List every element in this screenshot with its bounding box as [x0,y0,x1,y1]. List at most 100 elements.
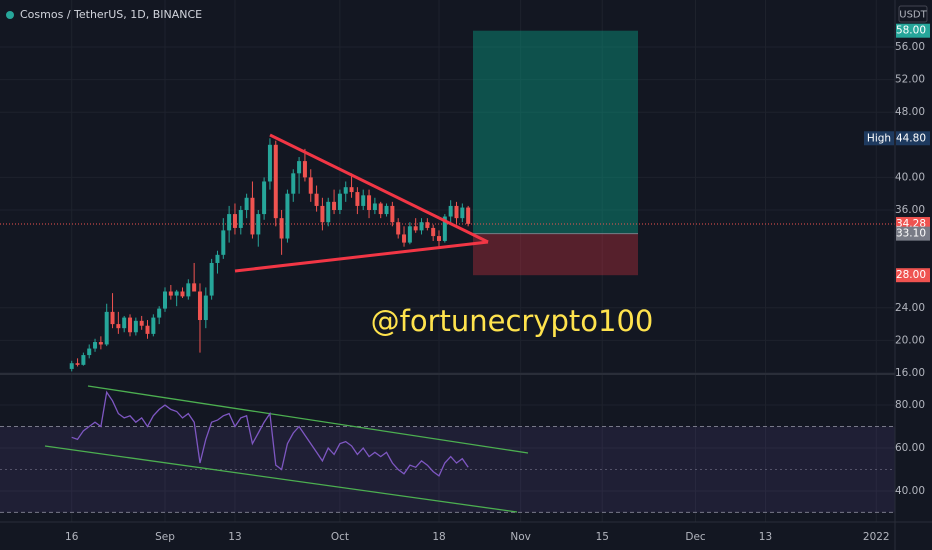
rsi-band [0,426,895,513]
candle-body [203,295,208,321]
x-tick-label: 13 [759,531,772,543]
candle-body [227,214,232,231]
candle-body [343,187,348,194]
candle-body [192,283,197,292]
x-tick-label: Nov [510,531,531,543]
candle-body [378,203,383,215]
y-tick-label: 20.00 [895,334,925,346]
candle-body [81,355,86,365]
candle-body [110,311,115,325]
candle-body [302,161,307,178]
price-badge-label: 28.00 [896,269,926,281]
candle-body [151,317,156,334]
candle-body [197,291,202,321]
candle-body [361,195,366,206]
unit-label: USDT [899,10,927,21]
candle-body [314,193,319,206]
candle-body [454,205,459,219]
x-tick-label: 16 [65,531,79,543]
candle-body [367,195,372,210]
candle-body [326,201,331,223]
candle-body [448,205,453,217]
candle-body [168,291,173,296]
candle-body [128,317,133,333]
x-tick-label: Dec [685,531,706,543]
badge-tag-box [864,131,894,146]
status-dot [6,11,14,19]
rsi-line [71,390,469,477]
y-tick-label: 40.00 [895,171,925,183]
price-badge [896,23,930,38]
candle-body [442,216,447,241]
candle-body [291,173,296,194]
triangle-lower [234,240,489,273]
candle-body [215,254,220,263]
candle-body [407,226,412,243]
y-tick-label: 56.00 [895,41,925,53]
unit-box [898,5,928,23]
target-zone [473,30,638,234]
x-tick-label: 15 [596,531,609,543]
channel-lower [44,445,518,513]
candle-body [256,214,261,235]
candle-body [285,193,290,239]
candle-body [413,226,418,231]
candle-body [145,325,150,334]
candle-body [232,214,237,228]
candle-body [466,207,471,224]
price-badge [896,131,930,146]
candle-body [98,342,103,345]
chart-title: Cosmos / TetherUS, 1D, BINANCE [20,8,202,21]
candle-body [238,210,243,228]
price-badge-label: 33.10 [896,228,926,240]
rsi-tick-label: 60.00 [895,442,925,454]
candle-body [157,308,162,318]
candle-body [355,192,360,206]
candle-body [297,161,302,174]
triangle-upper [269,133,489,244]
rsi-tick-label: 40.00 [895,485,925,497]
candle-body [221,230,226,255]
candle-body [133,320,138,333]
candle-body [174,291,179,296]
y-tick-label: 16.00 [895,367,925,379]
candle-body [396,222,401,235]
price-badge-label: 58.00 [896,25,926,37]
price-badge [896,226,930,241]
candle-body [139,320,144,326]
candle-body [93,342,98,349]
stop-zone [473,233,638,276]
candle-body [390,205,395,223]
price-badge [896,268,930,283]
candle-body [122,317,127,329]
y-tick-label: 36.00 [895,204,925,216]
y-tick-label: 48.00 [895,106,925,118]
candle-body [186,283,191,297]
candle-body [332,201,337,210]
candle-body [273,144,278,219]
y-tick-label: 24.00 [895,302,925,314]
candle-body [163,291,167,309]
candle-body [209,262,214,296]
candle-body [419,222,424,231]
candle-body [349,187,354,193]
candle-body [104,311,109,345]
candle-body [267,144,272,182]
x-tick-label: Sep [155,531,175,543]
candle-body [262,181,267,215]
candle-body [320,205,325,223]
candle-body [250,197,255,235]
candle-body [425,222,430,228]
candle-body [337,193,342,210]
candle-body [402,234,407,243]
candle-body [308,177,313,194]
candle-body [244,197,249,210]
candle-body [180,291,185,297]
x-tick-label: 13 [228,531,241,543]
candle-body [279,218,284,239]
watermark: @fortunecrypto100 [371,304,654,338]
candle-body [431,227,436,237]
x-tick-label: 18 [432,531,445,543]
